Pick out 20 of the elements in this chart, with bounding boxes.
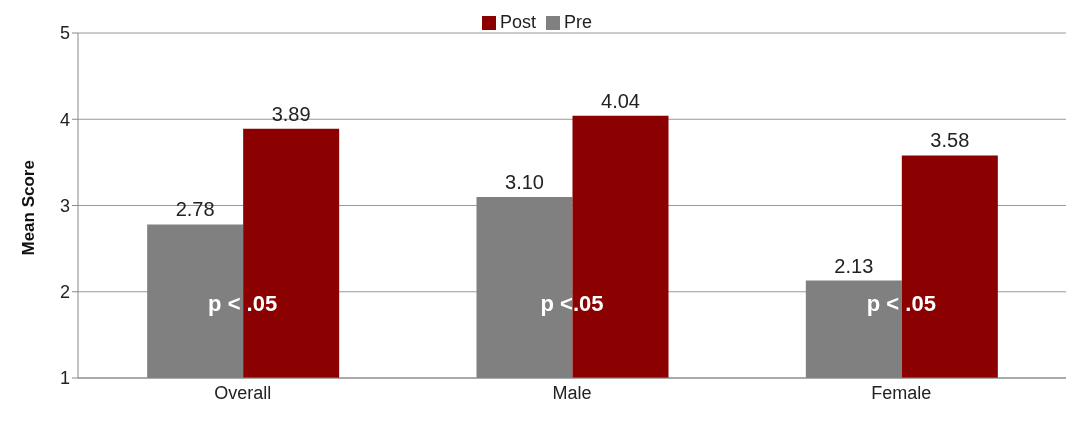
x-tick-label: Female [871, 382, 932, 403]
y-tick-label: 1 [59, 368, 70, 389]
y-tick-label: 3 [59, 195, 70, 216]
legend-label: Pre [564, 12, 593, 32]
y-axis-title: Mean Score [19, 160, 39, 256]
legend-label: Post [499, 12, 536, 32]
y-tick-label: 4 [59, 109, 70, 130]
y-tick-label: 2 [59, 282, 70, 303]
annotation: p < .05 [208, 290, 278, 316]
data-label: 3.89 [271, 102, 311, 125]
annotation: p < .05 [866, 290, 936, 316]
data-label: 4.04 [601, 89, 640, 112]
x-tick-label: Overall [214, 382, 272, 403]
x-tick-label: Male [552, 382, 592, 403]
data-label: 3.10 [505, 170, 544, 193]
annotation: p <.05 [540, 290, 604, 316]
data-label: 2.13 [834, 254, 874, 277]
data-label: 3.58 [930, 129, 970, 152]
data-label: 2.78 [175, 198, 215, 221]
y-tick-label: 5 [59, 23, 70, 44]
